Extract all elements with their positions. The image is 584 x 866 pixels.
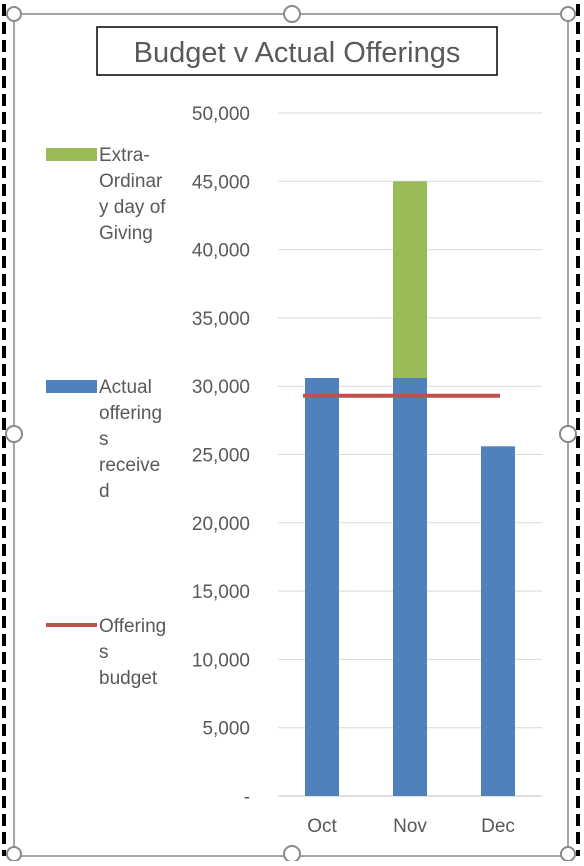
- x-tick-label: Nov: [393, 816, 427, 837]
- resize-handle-top-left[interactable]: [7, 7, 21, 21]
- y-tick-label: 50,000: [192, 104, 250, 125]
- y-tick-label: -: [244, 787, 250, 808]
- y-tick-label: 5,000: [202, 719, 250, 740]
- legend-label-line: Extra-: [99, 145, 150, 166]
- resize-handle-bottom-right[interactable]: [561, 847, 575, 861]
- x-tick-label: Dec: [481, 816, 515, 837]
- resize-handle-top[interactable]: [284, 6, 300, 22]
- legend-swatch: [46, 148, 97, 161]
- resize-handle-bottom-left[interactable]: [7, 847, 21, 861]
- legend-label-line: Offering: [99, 616, 166, 637]
- legend-label-line: s: [99, 642, 109, 663]
- resize-handle-bottom[interactable]: [284, 846, 300, 861]
- y-tick-label: 40,000: [192, 241, 250, 262]
- resize-handle-right[interactable]: [560, 426, 576, 442]
- bar-segment: [481, 446, 515, 796]
- bars: [305, 181, 515, 796]
- legend-label-line: Giving: [99, 223, 153, 244]
- legend-label-line: offering: [99, 403, 162, 424]
- bar-segment: [305, 378, 339, 796]
- x-axis-ticks: Oct Nov Dec: [307, 816, 515, 837]
- y-tick-label: 45,000: [192, 172, 250, 193]
- resize-handle-top-right[interactable]: [561, 7, 575, 21]
- resize-handle-left[interactable]: [6, 426, 22, 442]
- legend: Extra- Ordinar y day of Giving Actual offerin…: [46, 145, 166, 689]
- legend-swatch: [46, 380, 97, 393]
- legend-label-line: budget: [99, 668, 158, 689]
- y-tick-label: 15,000: [192, 582, 250, 603]
- legend-label-line: Actual: [99, 377, 152, 398]
- bar-segment: [393, 378, 427, 796]
- y-axis-ticks: - 5,000 10,000 15,000 20,000 25,000 30,000 35,0…: [192, 104, 250, 808]
- legend-label-line: d: [99, 481, 110, 502]
- chart-title: Budget v Actual Offerings: [134, 37, 461, 69]
- legend-label-line: y day of: [99, 197, 166, 218]
- y-tick-label: 10,000: [192, 650, 250, 671]
- y-tick-label: 35,000: [192, 309, 250, 330]
- x-tick-label: Oct: [307, 816, 337, 837]
- legend-label-line: receive: [99, 455, 160, 476]
- y-tick-label: 25,000: [192, 446, 250, 467]
- y-tick-label: 20,000: [192, 514, 250, 535]
- y-tick-label: 30,000: [192, 377, 250, 398]
- legend-label-line: Ordinar: [99, 171, 163, 192]
- bar-segment: [393, 181, 427, 378]
- legend-label-line: s: [99, 429, 109, 450]
